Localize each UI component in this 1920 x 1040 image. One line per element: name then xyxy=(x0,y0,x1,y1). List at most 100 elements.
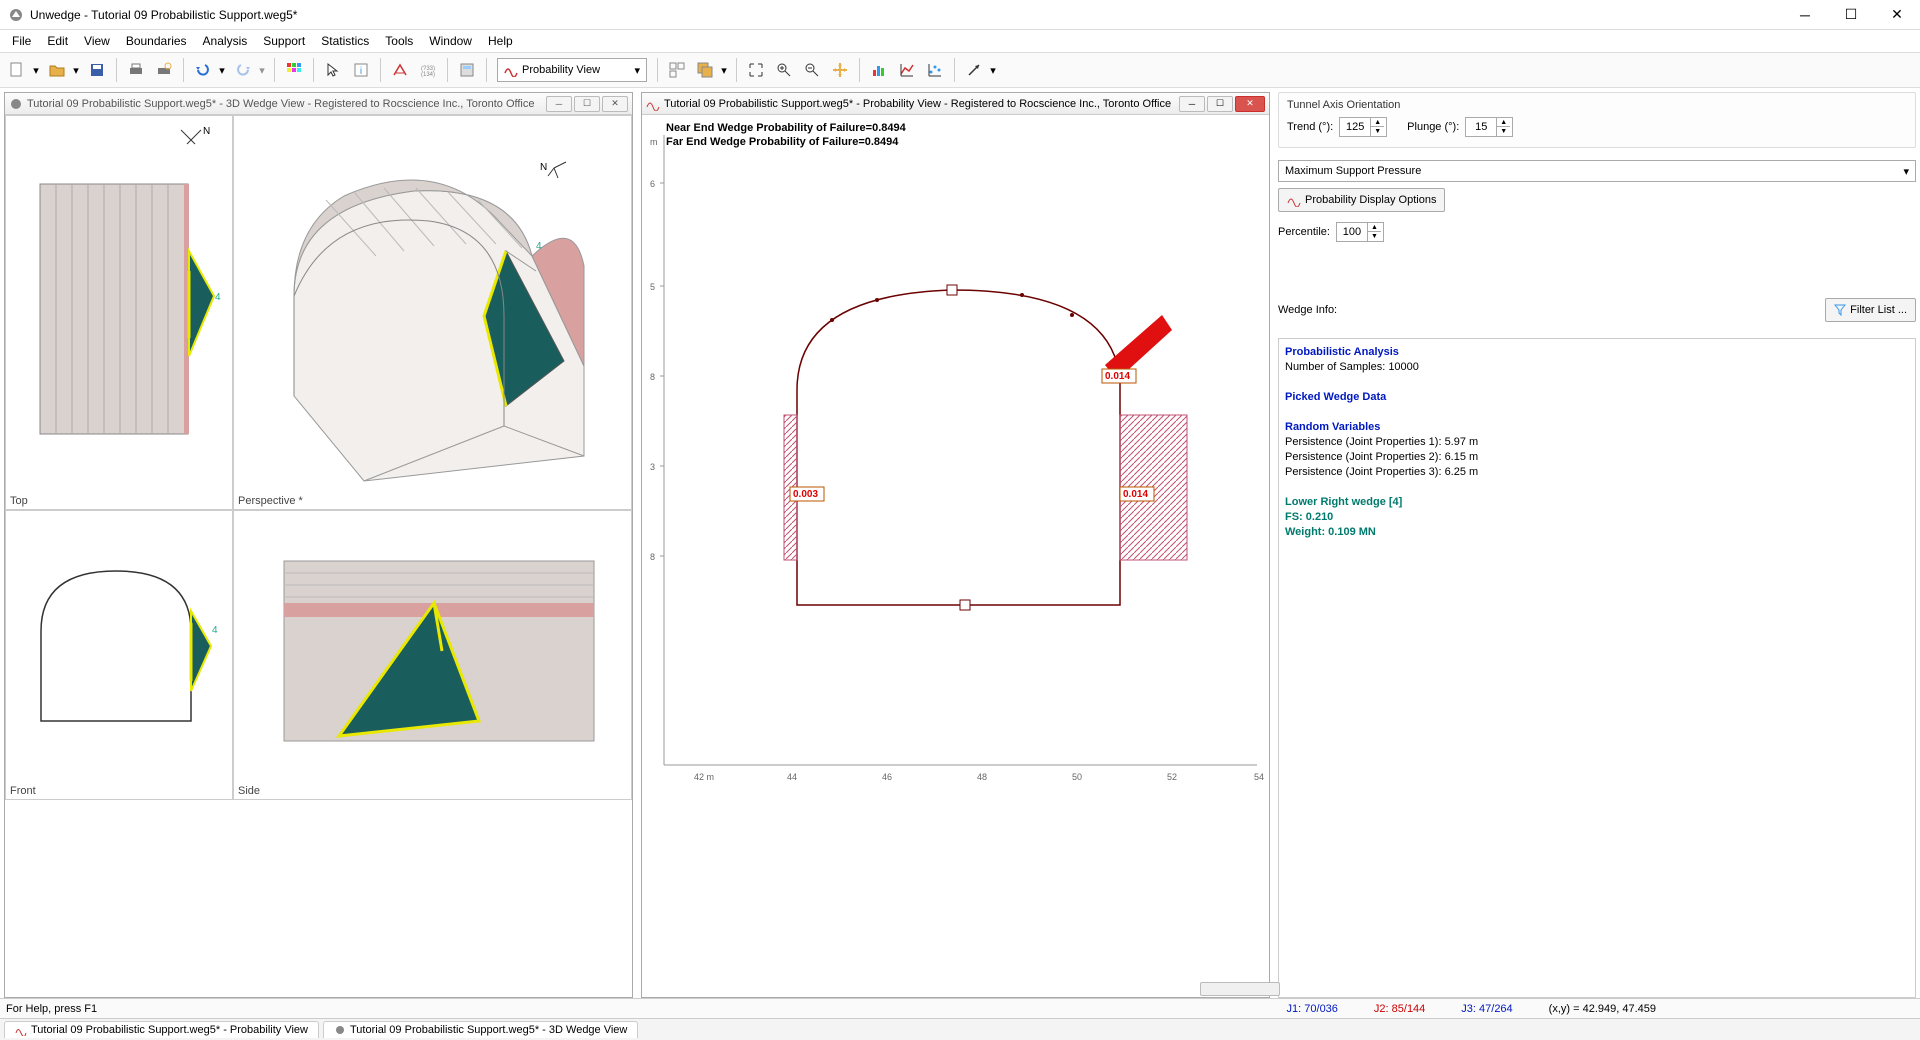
svg-text:4: 4 xyxy=(536,241,542,252)
svg-text:i: i xyxy=(360,66,362,77)
probability-view-window: Tutorial 09 Probabilistic Support.weg5* … xyxy=(641,92,1270,998)
tile-icon[interactable] xyxy=(664,57,690,83)
probability-plot[interactable]: Near End Wedge Probability of Failure=0.… xyxy=(642,115,1269,997)
open-icon[interactable] xyxy=(44,57,70,83)
info-rv3: Persistence (Joint Properties 3): 6.25 m xyxy=(1285,465,1909,480)
print-preview-icon[interactable] xyxy=(151,57,177,83)
filter-list-label: Filter List ... xyxy=(1850,304,1907,316)
prob-min-button[interactable]: ─ xyxy=(1179,96,1205,112)
close-button[interactable]: ✕ xyxy=(1874,0,1920,30)
percentile-input[interactable]: ▲▼ xyxy=(1336,222,1384,242)
print-icon[interactable] xyxy=(123,57,149,83)
new-dropdown[interactable]: ▾ xyxy=(30,57,42,83)
svg-text:6: 6 xyxy=(650,179,655,189)
menu-view[interactable]: View xyxy=(76,32,118,50)
view-top-label: Top xyxy=(10,495,28,507)
menubar: File Edit View Boundaries Analysis Suppo… xyxy=(0,30,1920,52)
palette-icon[interactable] xyxy=(281,57,307,83)
wedge-label-top: 4 xyxy=(215,292,221,303)
support-pressure-dropdown[interactable]: Maximum Support Pressure▾ xyxy=(1278,160,1916,182)
chart-scatter-icon[interactable] xyxy=(922,57,948,83)
filter-list-button[interactable]: Filter List ... xyxy=(1825,298,1916,322)
menu-statistics[interactable]: Statistics xyxy=(313,32,377,50)
view-front[interactable]: 4 Front xyxy=(5,510,233,800)
view-selector-label: Probability View xyxy=(522,64,600,76)
pan-icon[interactable] xyxy=(827,57,853,83)
val-left: 0.003 xyxy=(793,489,818,500)
undo-dropdown[interactable]: ▾ xyxy=(216,57,228,83)
redo-dropdown[interactable]: ▾ xyxy=(256,57,268,83)
tab-wedge-icon xyxy=(334,1024,346,1036)
view-front-label: Front xyxy=(10,785,36,797)
trend-label: Trend (°): xyxy=(1287,121,1333,133)
far-end-text: Far End Wedge Probability of Failure=0.8… xyxy=(666,135,906,149)
minimize-button[interactable]: ─ xyxy=(1782,0,1828,30)
horizontal-scrollbar[interactable] xyxy=(1200,982,1280,996)
undo-icon[interactable] xyxy=(190,57,216,83)
compute-icon[interactable] xyxy=(454,57,480,83)
cascade-dropdown[interactable]: ▾ xyxy=(718,57,730,83)
prob-svg: 6 m 5 8 3 8 42 m444648505254 xyxy=(642,115,1269,803)
zoom-in-icon[interactable] xyxy=(771,57,797,83)
view-top[interactable]: N 4 Top xyxy=(5,115,233,510)
menu-help[interactable]: Help xyxy=(480,32,521,50)
view-side[interactable]: Side xyxy=(233,510,632,800)
app-icon xyxy=(8,7,24,23)
new-icon[interactable] xyxy=(4,57,30,83)
arrow-dropdown[interactable]: ▾ xyxy=(987,57,999,83)
support-pressure-label: Maximum Support Pressure xyxy=(1285,165,1421,177)
svg-text:54: 54 xyxy=(1254,772,1264,782)
select-icon[interactable] xyxy=(320,57,346,83)
plunge-input[interactable]: ▲▼ xyxy=(1465,117,1513,137)
cascade-icon[interactable] xyxy=(692,57,718,83)
redo-icon[interactable] xyxy=(230,57,256,83)
tab-3d-wedge-view[interactable]: Tutorial 09 Probabilistic Support.weg5* … xyxy=(323,1021,638,1038)
wedge-info-box: Probabilistic Analysis Number of Samples… xyxy=(1278,338,1916,998)
prob-display-options-button[interactable]: Probability Display Options xyxy=(1278,188,1445,212)
menu-window[interactable]: Window xyxy=(421,32,480,50)
info-icon[interactable]: i xyxy=(348,57,374,83)
menu-boundaries[interactable]: Boundaries xyxy=(118,32,195,50)
prob-view-titlebar[interactable]: Tutorial 09 Probabilistic Support.weg5* … xyxy=(642,93,1269,115)
tab-probability-view[interactable]: Tutorial 09 Probabilistic Support.weg5* … xyxy=(4,1021,319,1038)
menu-tools[interactable]: Tools xyxy=(377,32,421,50)
wedge-view-titlebar[interactable]: Tutorial 09 Probabilistic Support.weg5* … xyxy=(5,93,632,115)
near-end-text: Near End Wedge Probability of Failure=0.… xyxy=(666,121,906,135)
arrow-icon[interactable] xyxy=(961,57,987,83)
zoom-extents-icon[interactable] xyxy=(743,57,769,83)
menu-file[interactable]: File xyxy=(4,32,39,50)
filter-icon xyxy=(1834,304,1846,316)
info-samples: Number of Samples: 10000 xyxy=(1285,360,1909,375)
trend-input[interactable]: ▲▼ xyxy=(1339,117,1387,137)
maximize-button[interactable]: ☐ xyxy=(1828,0,1874,30)
prob-display-label: Probability Display Options xyxy=(1305,194,1436,206)
wedge-close-button[interactable]: ✕ xyxy=(602,96,628,112)
svg-text:(134): (134) xyxy=(421,72,435,78)
joint-prop-icon[interactable]: (?33)(134) xyxy=(415,57,441,83)
menu-analysis[interactable]: Analysis xyxy=(195,32,256,50)
prob-max-button[interactable]: ☐ xyxy=(1207,96,1233,112)
zoom-out-icon[interactable] xyxy=(799,57,825,83)
front-view-svg: 4 xyxy=(6,511,234,801)
wedge-max-button[interactable]: ☐ xyxy=(574,96,600,112)
chart-bar-icon[interactable] xyxy=(866,57,892,83)
prob-close-button[interactable]: ✕ xyxy=(1235,96,1265,112)
save-icon[interactable] xyxy=(84,57,110,83)
view-side-label: Side xyxy=(238,785,260,797)
info-h2: Picked Wedge Data xyxy=(1285,390,1909,405)
chart-line-icon[interactable] xyxy=(894,57,920,83)
status-j3: J3: 47/264 xyxy=(1461,1003,1512,1015)
percentile-label: Percentile: xyxy=(1278,226,1330,238)
svg-text:3: 3 xyxy=(650,462,655,472)
svg-text:m: m xyxy=(650,137,658,147)
status-j2: J2: 85/144 xyxy=(1374,1003,1425,1015)
menu-support[interactable]: Support xyxy=(255,32,313,50)
open-dropdown[interactable]: ▾ xyxy=(70,57,82,83)
menu-edit[interactable]: Edit xyxy=(39,32,76,50)
tab-wave-icon xyxy=(15,1024,27,1036)
view-perspective[interactable]: N 4 Perspective * xyxy=(233,115,632,510)
project-settings-icon[interactable] xyxy=(387,57,413,83)
view-selector[interactable]: Probability View ▾ xyxy=(497,58,647,82)
svg-text:46: 46 xyxy=(882,772,892,782)
wedge-min-button[interactable]: ─ xyxy=(546,96,572,112)
